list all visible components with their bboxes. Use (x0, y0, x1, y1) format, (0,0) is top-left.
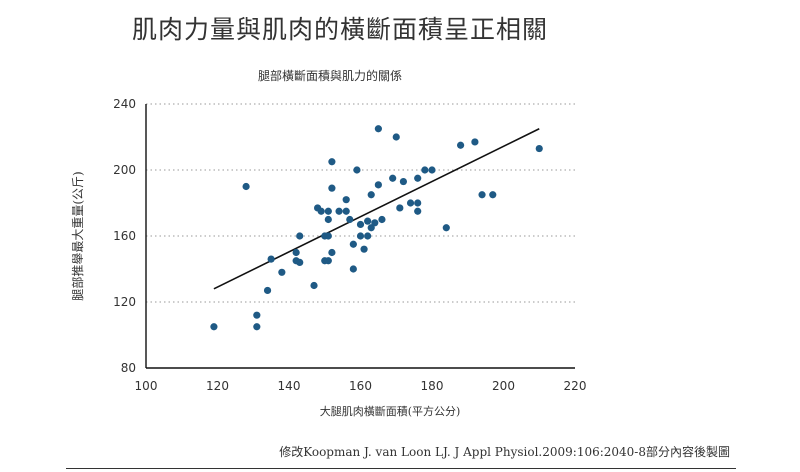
y-axis-label: 腿部推舉最大重量(公斤) (70, 171, 85, 300)
data-point (535, 144, 543, 153)
x-tick-label: 100 (135, 379, 158, 393)
x-tick-label: 220 (564, 379, 587, 393)
x-tick-label: 180 (421, 379, 444, 393)
x-axis-label: 大腿肌肉橫斷面積(平方公分) (320, 404, 461, 418)
data-point (296, 258, 304, 266)
data-point (471, 138, 479, 146)
data-point (406, 199, 415, 207)
x-tick-label: 200 (492, 379, 515, 393)
gridlines (146, 103, 575, 303)
chart-title: 腿部橫斷面積與肌力的關係 (258, 68, 402, 83)
y-tick-label: 160 (113, 229, 136, 243)
data-point (367, 191, 375, 199)
y-tick-label: 240 (113, 97, 136, 111)
data-point (335, 207, 343, 215)
data-point (371, 219, 379, 227)
data-point (349, 265, 357, 273)
data-point (292, 248, 300, 257)
data-point (242, 182, 250, 191)
data-point (364, 232, 372, 240)
data-point (210, 323, 218, 331)
data-point (253, 323, 261, 331)
x-tick-label: 120 (206, 379, 229, 393)
data-point (421, 166, 429, 174)
data-point (389, 174, 397, 182)
data-point (349, 240, 357, 248)
data-point (324, 257, 332, 265)
data-point (328, 248, 336, 257)
data-point (367, 224, 375, 232)
data-point (356, 232, 365, 240)
data-point (414, 207, 422, 215)
data-point (342, 196, 350, 204)
headline: 肌肉力量與肌肉的橫斷面積呈正相關 (131, 15, 548, 44)
data-point (457, 141, 465, 149)
data-point (392, 133, 400, 141)
data-point (414, 174, 422, 182)
data-point (263, 286, 272, 295)
data-point (346, 215, 354, 224)
data-point (478, 191, 486, 199)
data-point (360, 245, 368, 253)
data-point (396, 204, 404, 212)
data-point (328, 184, 336, 192)
y-tick-label: 80 (121, 361, 136, 375)
data-point (296, 232, 304, 240)
bottom-rule (66, 468, 736, 469)
data-point (324, 232, 332, 240)
y-tick-label: 120 (113, 295, 136, 309)
trend-line (213, 128, 540, 290)
data-point (442, 224, 450, 232)
axes (145, 104, 575, 369)
data-point (414, 199, 422, 207)
data-point (328, 158, 336, 166)
data-point (342, 207, 350, 215)
data-point (374, 125, 382, 133)
x-tick-label: 160 (349, 379, 372, 393)
data-point (356, 220, 365, 229)
y-tick-label: 200 (113, 163, 136, 177)
data-point (399, 177, 407, 186)
data-points (210, 125, 543, 331)
data-point (253, 311, 261, 319)
data-point (324, 215, 332, 224)
data-point (489, 191, 497, 199)
data-point (353, 166, 361, 174)
data-point (317, 207, 325, 215)
data-point (310, 281, 318, 290)
data-point (278, 268, 286, 276)
data-point (428, 166, 436, 174)
source-caption: 修改Koopman J. van Loon LJ. J Appl Physiol… (279, 445, 730, 459)
data-point (378, 215, 386, 224)
data-point (374, 181, 382, 189)
data-point (267, 255, 275, 263)
tick-labels: 80 120 160 200 240 100 120 140 160 180 200 220 (113, 97, 586, 393)
data-point (364, 217, 372, 225)
data-point (324, 207, 332, 215)
x-tick-label: 140 (278, 379, 301, 393)
